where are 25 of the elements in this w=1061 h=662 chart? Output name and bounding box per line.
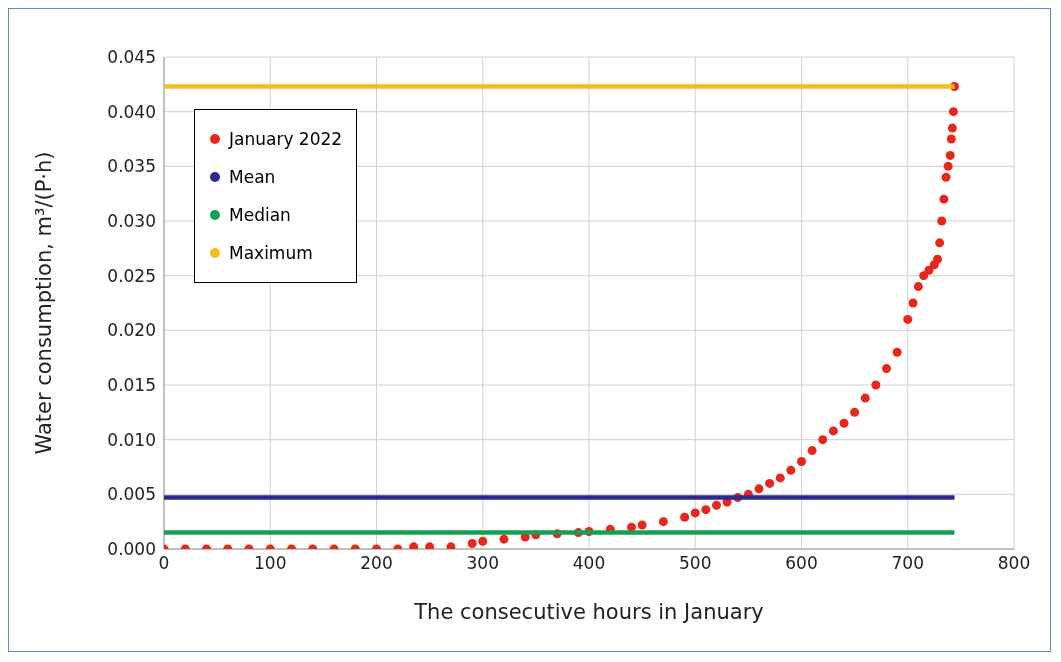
x-tick-label: 300 (466, 553, 499, 574)
x-tick-label: 400 (572, 553, 606, 574)
legend-label: Maximum (229, 243, 313, 263)
legend-label: Median (229, 205, 291, 225)
y-tick-label: 0.005 (107, 484, 156, 505)
y-axis-title: Water consumption, m³/(P·h) (32, 151, 57, 455)
y-tick-label: 0.045 (107, 47, 156, 68)
x-axis-title: The consecutive hours in January (413, 600, 764, 624)
legend-label: Mean (229, 167, 276, 187)
y-tick-label: 0.015 (107, 375, 156, 396)
y-tick-label: 0.035 (107, 156, 156, 177)
y-tick-label: 0.000 (107, 539, 156, 560)
y-tick-label: 0.025 (107, 265, 156, 286)
x-tick-label: 200 (360, 553, 393, 574)
y-tick-label: 0.020 (107, 320, 156, 341)
y-tick-label: 0.040 (107, 101, 156, 122)
y-tick-label: 0.010 (107, 429, 156, 450)
x-tick-label: 800 (997, 553, 1031, 574)
y-tick-label: 0.030 (107, 211, 156, 232)
x-tick-label: 700 (891, 553, 924, 574)
x-tick-label: 500 (679, 553, 712, 574)
x-tick-label: 0 (158, 553, 170, 574)
legend-label: January 2022 (229, 129, 343, 149)
x-tick-label: 100 (254, 553, 287, 574)
x-tick-label: 600 (785, 553, 818, 574)
